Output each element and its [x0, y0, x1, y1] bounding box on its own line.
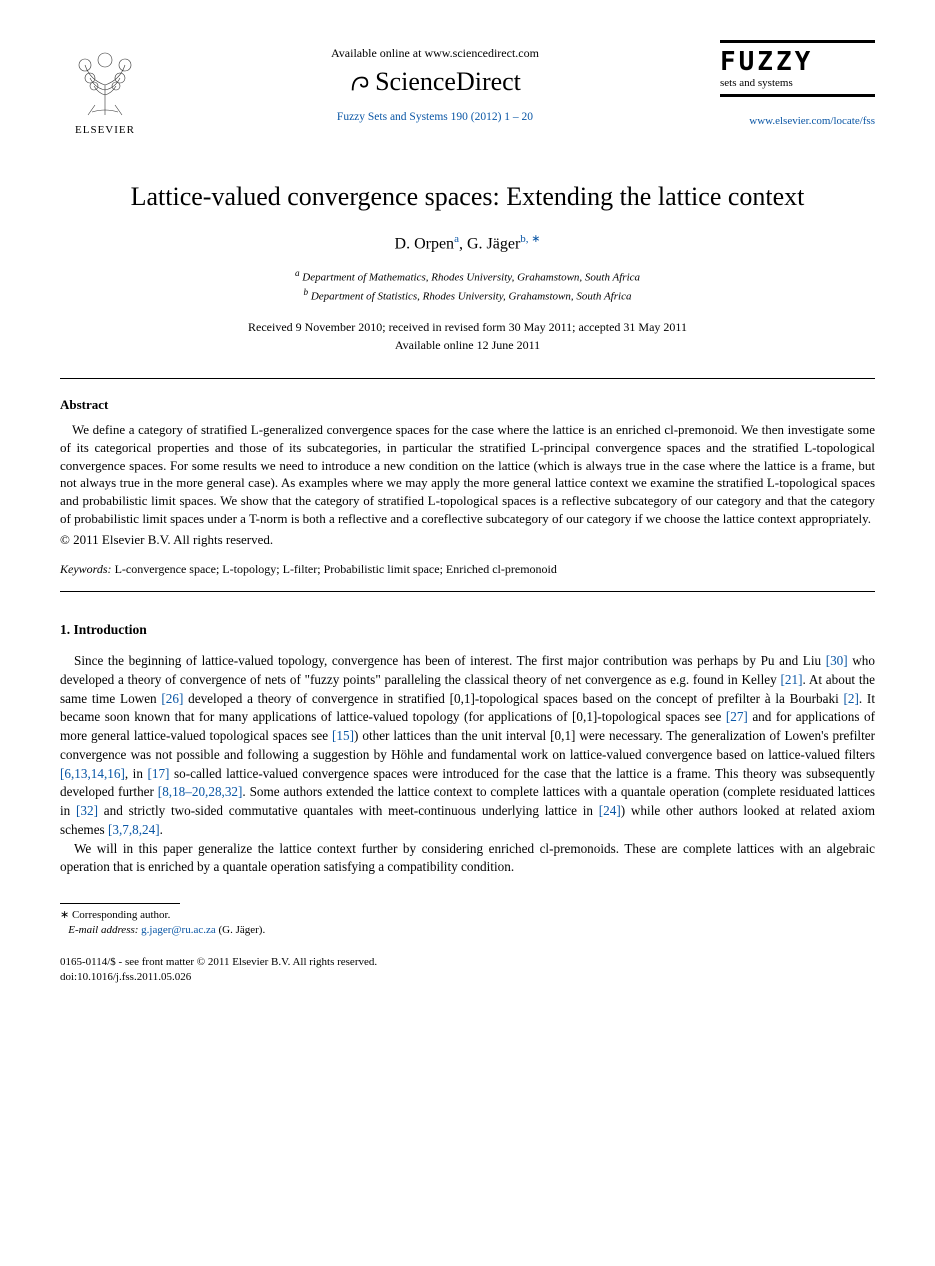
- keywords-text: L-convergence space; L-topology; L-filte…: [115, 562, 557, 576]
- header-row: ELSEVIER Available online at www.science…: [60, 40, 875, 136]
- author-2-affil-marker[interactable]: b, ∗: [520, 233, 540, 245]
- copyright-line: © 2011 Elsevier B.V. All rights reserved…: [60, 532, 875, 548]
- ref-8-18-20-28-32[interactable]: [8,18–20,28,32]: [158, 784, 243, 799]
- online-text: Available online 12 June 2011: [395, 338, 540, 352]
- elsevier-block: ELSEVIER: [60, 40, 150, 136]
- affil-a: Department of Mathematics, Rhodes Univer…: [302, 272, 640, 284]
- ref-3-7-8-24[interactable]: [3,7,8,24]: [108, 822, 160, 837]
- affiliations: a Department of Mathematics, Rhodes Univ…: [60, 267, 875, 305]
- sciencedirect-icon: [349, 71, 371, 93]
- keywords-label: Keywords:: [60, 562, 112, 576]
- ref-27[interactable]: [27]: [726, 709, 748, 724]
- affil-a-label: a: [295, 268, 300, 278]
- affil-b: Department of Statistics, Rhodes Univers…: [311, 291, 632, 303]
- p1-text-a: Since the beginning of lattice-valued to…: [74, 653, 826, 668]
- rule-top: [60, 378, 875, 379]
- header-center: Available online at www.sciencedirect.co…: [150, 40, 720, 123]
- ref-30[interactable]: [30]: [826, 653, 848, 668]
- intro-paragraph-1: Since the beginning of lattice-valued to…: [60, 652, 875, 839]
- journal-reference-link[interactable]: Fuzzy Sets and Systems 190 (2012) 1 – 20: [337, 111, 533, 123]
- author-2: G. Jäger: [467, 235, 520, 252]
- ref-21[interactable]: [21]: [780, 672, 802, 687]
- received-text: Received 9 November 2010; received in re…: [248, 320, 687, 334]
- email-label: E-mail address:: [68, 924, 138, 936]
- journal-reference[interactable]: Fuzzy Sets and Systems 190 (2012) 1 – 20: [150, 111, 720, 123]
- elsevier-label: ELSEVIER: [60, 124, 150, 136]
- fuzzy-title: FUZZY: [720, 49, 875, 76]
- ref-17[interactable]: [17]: [147, 766, 169, 781]
- available-online-text: Available online at www.sciencedirect.co…: [150, 46, 720, 61]
- ref-24[interactable]: [24]: [599, 803, 621, 818]
- intro-paragraph-2: We will in this paper generalize the lat…: [60, 840, 875, 877]
- email-author-name: (G. Jäger).: [216, 924, 265, 936]
- issn-line: 0165-0114/$ - see front matter © 2011 El…: [60, 955, 875, 970]
- ref-2[interactable]: [2]: [844, 691, 859, 706]
- elsevier-tree-logo: [70, 40, 140, 120]
- p1-text-h: , in: [125, 766, 148, 781]
- footer-info: 0165-0114/$ - see front matter © 2011 El…: [60, 955, 875, 986]
- abstract-heading: Abstract: [60, 397, 875, 413]
- affil-b-label: b: [304, 287, 309, 297]
- keywords-line: Keywords: L-convergence space; L-topolog…: [60, 562, 875, 577]
- fuzzy-subtitle: sets and systems: [720, 78, 875, 90]
- corresponding-author: ∗ Corresponding author.: [60, 908, 875, 923]
- ref-6-13-14-16[interactable]: [6,13,14,16]: [60, 766, 125, 781]
- ref-26[interactable]: [26]: [161, 691, 183, 706]
- ref-32[interactable]: [32]: [76, 803, 98, 818]
- p1-text-k: and strictly two-sided commutative quant…: [98, 803, 599, 818]
- fuzzy-logo: FUZZY sets and systems: [720, 40, 875, 97]
- email-link[interactable]: g.jager@ru.ac.za: [141, 924, 216, 936]
- article-dates: Received 9 November 2010; received in re…: [60, 318, 875, 354]
- page-container: ELSEVIER Available online at www.science…: [0, 0, 935, 1016]
- sciencedirect-text: ScienceDirect: [375, 67, 521, 97]
- sciencedirect-logo: ScienceDirect: [150, 67, 720, 97]
- journal-homepage-link[interactable]: www.elsevier.com/locate/fss: [720, 115, 875, 127]
- author-1-affil-marker[interactable]: a: [454, 233, 459, 245]
- abstract-text: We define a category of stratified L-gen…: [60, 421, 875, 529]
- author-1: D. Orpen: [395, 235, 455, 252]
- section-1-heading: 1. Introduction: [60, 622, 875, 638]
- p1-text-d: developed a theory of convergence in str…: [183, 691, 843, 706]
- article-title: Lattice-valued convergence spaces: Exten…: [60, 182, 875, 212]
- footnote-rule: [60, 903, 180, 904]
- authors-line: D. Orpena, G. Jägerb, ∗: [60, 232, 875, 253]
- rule-bottom: [60, 591, 875, 592]
- journal-logo-block: FUZZY sets and systems www.elsevier.com/…: [720, 40, 875, 127]
- doi-line: doi:10.1016/j.fss.2011.05.026: [60, 970, 875, 985]
- p1-text-m: .: [160, 822, 163, 837]
- email-line: E-mail address: g.jager@ru.ac.za (G. Jäg…: [60, 923, 875, 938]
- ref-15[interactable]: [15]: [332, 728, 354, 743]
